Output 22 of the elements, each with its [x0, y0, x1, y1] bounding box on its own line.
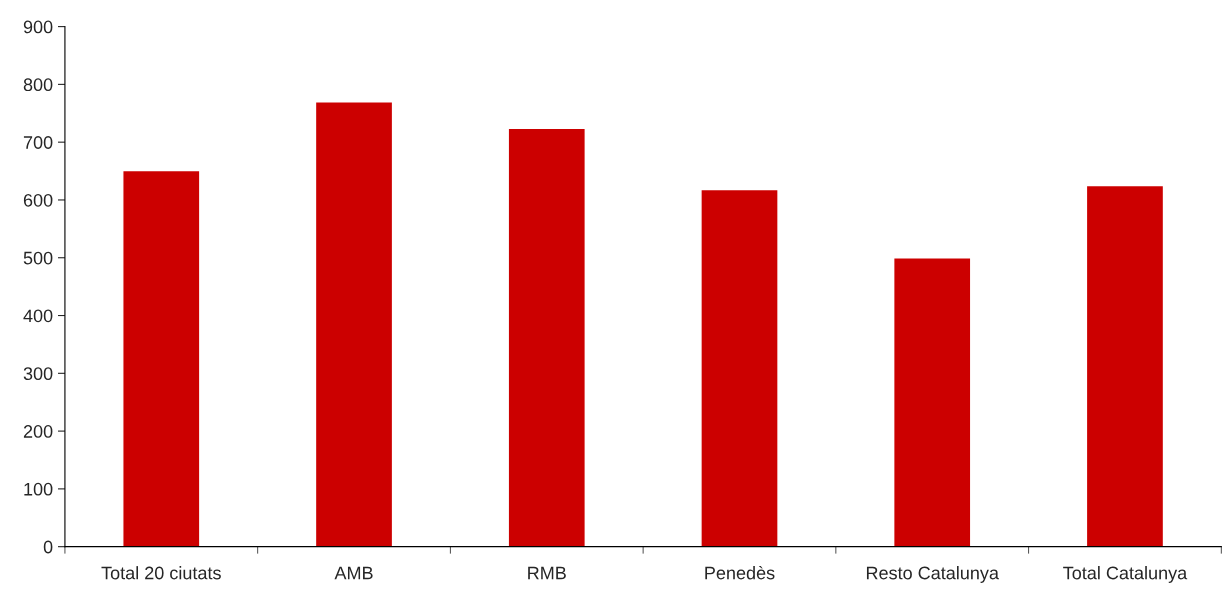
y-tick-label: 400: [23, 309, 53, 323]
y-tick-label: 700: [23, 136, 53, 149]
bar: [507, 127, 586, 547]
x-tick-label: RMB: [528, 566, 566, 580]
bar: [892, 257, 972, 547]
bar: [700, 188, 779, 547]
y-tick-label: 900: [23, 20, 53, 34]
y-tick-label: 600: [23, 193, 53, 207]
y-tick-label: 100: [24, 482, 53, 496]
bar: [1085, 184, 1165, 547]
y-tick-label: 800: [23, 78, 53, 92]
y-tick-label: 200: [23, 425, 53, 438]
bar: [314, 101, 394, 547]
y-tick-label: 0: [43, 540, 53, 554]
x-tick-label: AMB: [334, 566, 373, 580]
x-tick-label: Penedès: [705, 565, 775, 580]
x-tick-label: Total 20 ciutats: [101, 566, 221, 580]
bar: [122, 169, 201, 547]
x-tick-label: Resto Catalunya: [866, 566, 999, 583]
y-tick-label: 500: [23, 251, 53, 265]
y-tick-label: 300: [23, 367, 53, 381]
x-tick-label: Total Catalunya: [1063, 566, 1188, 583]
